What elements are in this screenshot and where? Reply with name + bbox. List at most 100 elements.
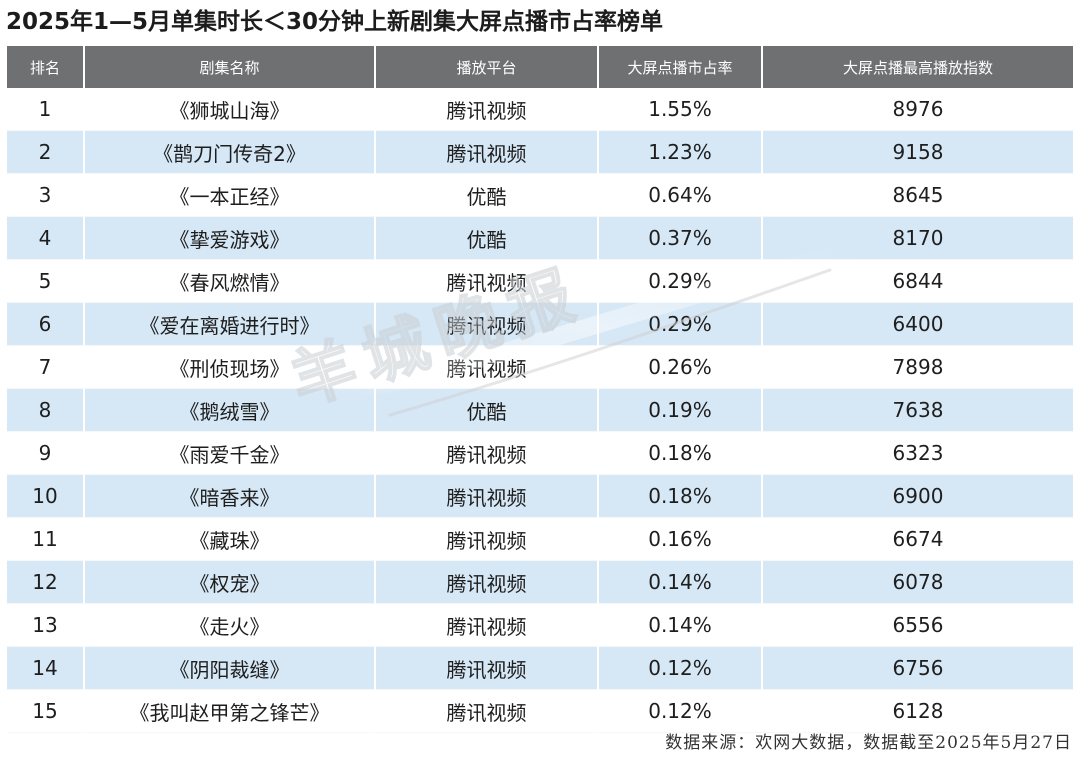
data-source-footnote: 数据来源：欢网大数据，数据截至2025年5月27日 [665, 733, 1072, 753]
max-index-cell: 6078 [763, 561, 1073, 604]
platform-cell: 优酷 [376, 174, 599, 217]
drama-name-cell: 《阴阳裁缝》 [85, 647, 376, 690]
rank-cell: 13 [7, 604, 85, 647]
market-share-cell: 0.14% [599, 604, 763, 647]
max-index-cell: 6844 [763, 260, 1073, 303]
rank-cell: 9 [7, 432, 85, 475]
table-row: 2 《鹊刀门传奇2》 腾讯视频 1.23% 9158 [7, 131, 1073, 174]
market-share-cell: 1.55% [599, 88, 763, 131]
max-index-cell: 7898 [763, 346, 1073, 389]
table-row: 10 《暗香来》 腾讯视频 0.18% 6900 [7, 475, 1073, 518]
table-row: 4 《挚爱游戏》 优酷 0.37% 8170 [7, 217, 1073, 260]
max-index-cell: 6400 [763, 303, 1073, 346]
max-index-cell: 6674 [763, 518, 1073, 561]
header-rank: 排名 [7, 46, 85, 88]
platform-cell: 优酷 [376, 389, 599, 432]
rank-cell: 2 [7, 131, 85, 174]
platform-cell: 腾讯视频 [376, 647, 599, 690]
market-share-cell: 0.16% [599, 518, 763, 561]
rank-cell: 1 [7, 88, 85, 131]
drama-name-cell: 《权宠》 [85, 561, 376, 604]
rank-cell: 8 [7, 389, 85, 432]
platform-cell: 腾讯视频 [376, 346, 599, 389]
table-row: 5 《春风燃情》 腾讯视频 0.29% 6844 [7, 260, 1073, 303]
header-index: 大屏点播最高播放指数 [763, 46, 1073, 88]
drama-name-cell: 《爱在离婚进行时》 [85, 303, 376, 346]
table-header-row: 排名 剧集名称 播放平台 大屏点播市占率 大屏点播最高播放指数 [7, 46, 1073, 88]
table-row: 3 《一本正经》 优酷 0.64% 8645 [7, 174, 1073, 217]
rank-cell: 5 [7, 260, 85, 303]
rank-cell: 15 [7, 690, 85, 733]
drama-name-cell: 《藏珠》 [85, 518, 376, 561]
market-share-cell: 0.29% [599, 303, 763, 346]
table-row: 9 《雨爱千金》 腾讯视频 0.18% 6323 [7, 432, 1073, 475]
drama-name-cell: 《狮城山海》 [85, 88, 376, 131]
max-index-cell: 6556 [763, 604, 1073, 647]
max-index-cell: 9158 [763, 131, 1073, 174]
rank-cell: 12 [7, 561, 85, 604]
table-row: 7 《刑侦现场》 腾讯视频 0.26% 7898 [7, 346, 1073, 389]
rank-cell: 14 [7, 647, 85, 690]
table-row: 14 《阴阳裁缝》 腾讯视频 0.12% 6756 [7, 647, 1073, 690]
market-share-cell: 1.23% [599, 131, 763, 174]
drama-name-cell: 《雨爱千金》 [85, 432, 376, 475]
header-name: 剧集名称 [85, 46, 376, 88]
drama-name-cell: 《春风燃情》 [85, 260, 376, 303]
max-index-cell: 6900 [763, 475, 1073, 518]
drama-name-cell: 《暗香来》 [85, 475, 376, 518]
platform-cell: 腾讯视频 [376, 432, 599, 475]
max-index-cell: 6756 [763, 647, 1073, 690]
market-share-cell: 0.64% [599, 174, 763, 217]
table-row: 6 《爱在离婚进行时》 腾讯视频 0.29% 6400 [7, 303, 1073, 346]
drama-name-cell: 《一本正经》 [85, 174, 376, 217]
max-index-cell: 6128 [763, 690, 1073, 733]
market-share-cell: 0.14% [599, 561, 763, 604]
drama-name-cell: 《鹊刀门传奇2》 [85, 131, 376, 174]
max-index-cell: 7638 [763, 389, 1073, 432]
table-row: 15 《我叫赵甲第之锋芒》 腾讯视频 0.12% 6128 [7, 690, 1073, 733]
table-row: 13 《走火》 腾讯视频 0.14% 6556 [7, 604, 1073, 647]
drama-name-cell: 《走火》 [85, 604, 376, 647]
rank-cell: 11 [7, 518, 85, 561]
drama-name-cell: 《刑侦现场》 [85, 346, 376, 389]
drama-name-cell: 《挚爱游戏》 [85, 217, 376, 260]
rank-cell: 10 [7, 475, 85, 518]
platform-cell: 腾讯视频 [376, 518, 599, 561]
platform-cell: 腾讯视频 [376, 690, 599, 733]
platform-cell: 腾讯视频 [376, 604, 599, 647]
table-body: 1 《狮城山海》 腾讯视频 1.55% 8976 2 《鹊刀门传奇2》 腾讯视频 1.23% 91… [7, 88, 1073, 733]
market-share-cell: 0.12% [599, 647, 763, 690]
market-share-cell: 0.18% [599, 475, 763, 518]
platform-cell: 腾讯视频 [376, 88, 599, 131]
rank-cell: 3 [7, 174, 85, 217]
header-share: 大屏点播市占率 [599, 46, 763, 88]
platform-cell: 腾讯视频 [376, 131, 599, 174]
table-row: 1 《狮城山海》 腾讯视频 1.55% 8976 [7, 88, 1073, 131]
market-share-cell: 0.29% [599, 260, 763, 303]
platform-cell: 腾讯视频 [376, 561, 599, 604]
chart-title: 2025年1—5月单集时长＜30分钟上新剧集大屏点播市占率榜单 [6, 9, 664, 35]
market-share-cell: 0.12% [599, 690, 763, 733]
ranking-table: 排名 剧集名称 播放平台 大屏点播市占率 大屏点播最高播放指数 1 《狮城山海》腾… [7, 46, 1073, 733]
platform-cell: 腾讯视频 [376, 260, 599, 303]
market-share-cell: 0.26% [599, 346, 763, 389]
market-share-cell: 0.18% [599, 432, 763, 475]
header-platform: 播放平台 [376, 46, 599, 88]
drama-name-cell: 《我叫赵甲第之锋芒》 [85, 690, 376, 733]
max-index-cell: 8645 [763, 174, 1073, 217]
table-row: 12 《权宠》 腾讯视频 0.14% 6078 [7, 561, 1073, 604]
market-share-cell: 0.19% [599, 389, 763, 432]
rank-cell: 7 [7, 346, 85, 389]
market-share-cell: 0.37% [599, 217, 763, 260]
rank-cell: 6 [7, 303, 85, 346]
platform-cell: 优酷 [376, 217, 599, 260]
max-index-cell: 8976 [763, 88, 1073, 131]
platform-cell: 腾讯视频 [376, 475, 599, 518]
drama-name-cell: 《鹅绒雪》 [85, 389, 376, 432]
table-row: 8 《鹅绒雪》 优酷 0.19% 7638 [7, 389, 1073, 432]
max-index-cell: 6323 [763, 432, 1073, 475]
platform-cell: 腾讯视频 [376, 303, 599, 346]
table-row: 11 《藏珠》 腾讯视频 0.16% 6674 [7, 518, 1073, 561]
rank-cell: 4 [7, 217, 85, 260]
max-index-cell: 8170 [763, 217, 1073, 260]
